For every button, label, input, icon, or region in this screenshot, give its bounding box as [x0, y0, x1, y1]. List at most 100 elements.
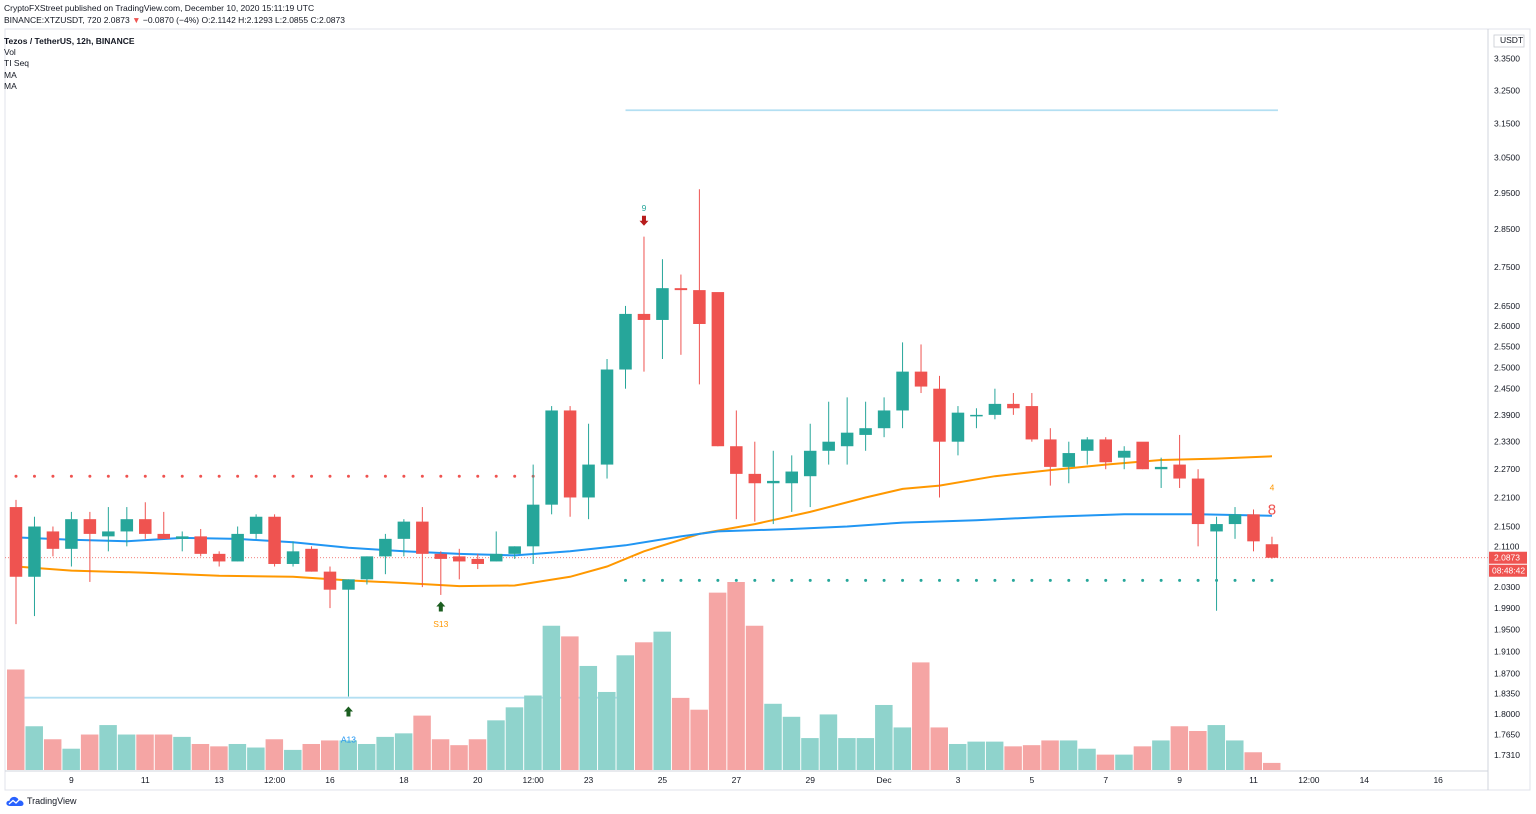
candle	[1044, 428, 1057, 486]
volume-bar	[1004, 746, 1022, 770]
candle-body	[83, 519, 97, 534]
candles-layer[interactable]	[9, 189, 1279, 697]
candle	[65, 511, 78, 567]
volume-bar	[25, 726, 43, 770]
volume-bar	[985, 741, 1004, 770]
volume-layer	[7, 582, 1281, 770]
volume-bar	[838, 738, 856, 770]
volume-bar	[616, 655, 635, 770]
tradingview-logo[interactable]: TradingView	[6, 795, 77, 807]
time-axis[interactable]: 9 11 13 12:00 16 18 20 12:00 23 25 27 29 Dec 3 5 7 9 11 12…	[69, 775, 1443, 785]
volume-bar	[173, 736, 191, 770]
candle	[1081, 437, 1094, 465]
candle-body	[28, 526, 41, 577]
td-support-dot	[882, 578, 886, 582]
candle	[397, 519, 411, 557]
td-support-dot	[1030, 578, 1034, 582]
price-tick-label: 2.2100	[1494, 492, 1520, 502]
ma-slow-line	[15, 513, 1273, 557]
candle	[102, 507, 115, 552]
time-tick-label: 13	[214, 775, 224, 785]
candle	[656, 259, 669, 359]
indicator-ma-1[interactable]: MA	[4, 70, 17, 80]
price-tick-label: 1.7650	[1494, 730, 1520, 740]
tradingview-cloud-icon	[6, 796, 24, 806]
candle	[1062, 441, 1076, 484]
td-resistance-dot	[199, 474, 203, 478]
time-tick-label: 12:00	[1298, 775, 1320, 785]
candle-body	[803, 450, 817, 477]
candle	[342, 579, 355, 697]
indicator-ti-seq[interactable]: TI Seq	[4, 58, 30, 68]
price-tick-label: 2.6500	[1494, 301, 1520, 311]
candle-body	[970, 414, 983, 417]
td-support-dot	[624, 578, 628, 582]
indicator-ma-2[interactable]: MA	[4, 81, 17, 91]
candle-body	[656, 288, 669, 320]
candle	[157, 511, 171, 539]
time-tick-label: 18	[399, 775, 409, 785]
candle-body	[1025, 406, 1039, 440]
td-resistance-dot	[14, 474, 18, 478]
time-tick-label: 29	[805, 775, 815, 785]
price-axis-unit: USDT	[1500, 35, 1523, 45]
candle-body	[545, 410, 558, 505]
candle-body	[693, 290, 706, 324]
td-support-dot	[1178, 578, 1182, 582]
td-resistance-dot	[162, 474, 166, 478]
volume-bar	[1226, 740, 1244, 770]
candle	[1099, 437, 1112, 470]
time-tick-label: 20	[473, 775, 483, 785]
symbol-info: BINANCE:XTZUSDT, 720 2.0873 ▼ −0.0870 (−…	[4, 15, 345, 26]
price-tick-label: 2.3900	[1494, 410, 1520, 420]
volume-bar	[1133, 746, 1152, 770]
td-resistance-dot	[402, 474, 406, 478]
price-tick-label: 3.2500	[1494, 86, 1520, 96]
td-resistance-dot	[106, 474, 110, 478]
time-tick-label: 9	[1177, 775, 1182, 785]
volume-bar	[1115, 754, 1133, 770]
candle-body	[822, 441, 835, 451]
volume-bar	[930, 727, 948, 770]
time-tick-label: 9	[69, 775, 74, 785]
candle-body	[1228, 514, 1242, 525]
price-change: −0.0870 (−4%)	[142, 15, 200, 25]
volume-bar	[357, 743, 376, 770]
candle	[194, 528, 207, 557]
candle	[748, 441, 762, 522]
candle	[545, 406, 558, 515]
candle-body	[785, 471, 798, 484]
candle	[83, 511, 97, 582]
candle	[434, 551, 448, 595]
price-tick-label: 3.1500	[1494, 119, 1520, 129]
indicator-vol[interactable]: Vol	[4, 47, 16, 57]
candle	[619, 305, 632, 389]
td-support-dot	[660, 578, 664, 582]
td-resistance-dot	[310, 474, 314, 478]
candle-body	[563, 410, 577, 498]
price-tick-label: 3.0500	[1494, 153, 1520, 163]
candle-body	[933, 388, 946, 442]
candle	[951, 406, 965, 456]
candle-body	[323, 571, 337, 590]
candle	[120, 507, 134, 547]
volume-bar	[764, 703, 782, 770]
price-axis[interactable]: USDT 3.3500 3.2500 3.1500 3.0500 2.9500 2.8500…	[1489, 34, 1527, 760]
volume-bar	[62, 748, 80, 770]
candle	[730, 410, 743, 520]
td-support-dot	[1159, 578, 1163, 582]
td-support-dot	[1067, 578, 1071, 582]
volume-bar	[561, 636, 579, 770]
td-support-dot	[716, 578, 720, 582]
chart-title: Tezos / TetherUS, 12h, BINANCE	[4, 36, 135, 46]
candle-body	[65, 519, 78, 549]
volume-bar	[1189, 730, 1207, 770]
td-resistance-dot	[328, 474, 332, 478]
td-support-dot	[1122, 578, 1126, 582]
candle-body	[1265, 544, 1279, 558]
volume-bar	[376, 736, 394, 770]
volume-bar	[819, 714, 838, 770]
volume-bar	[265, 739, 284, 770]
volume-bar	[468, 739, 487, 770]
